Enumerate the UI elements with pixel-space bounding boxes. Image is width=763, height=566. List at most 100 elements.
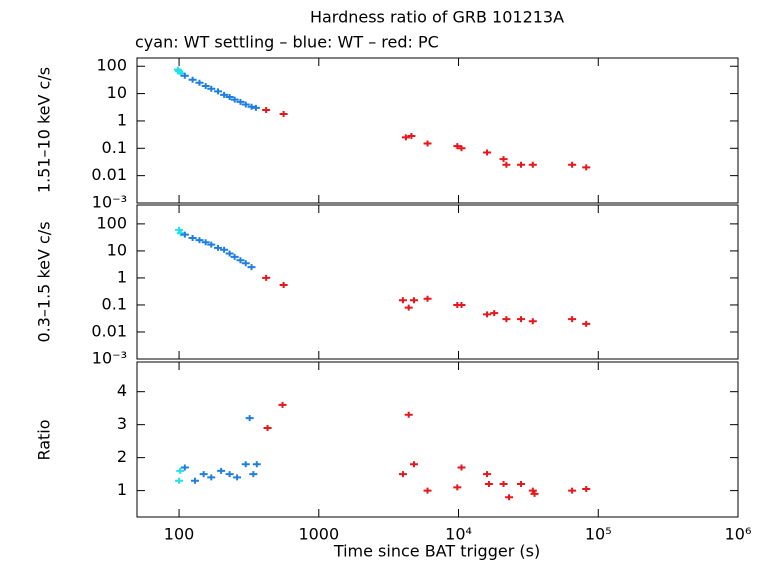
data-point [404,304,413,311]
data-point [404,411,413,418]
data-point [245,415,254,422]
data-point [409,461,418,468]
data-point [423,487,432,494]
data-point [499,481,508,488]
data-point [483,149,492,156]
data-point [225,250,234,257]
data-point [568,316,577,323]
data-point [453,143,462,150]
data-point [568,161,577,168]
data-point [252,461,261,468]
data-point [582,164,591,171]
plot-frame [136,57,739,204]
data-point [230,253,239,260]
data-point [175,226,184,233]
data-point [517,481,526,488]
y-tick-label: 2 [117,447,127,466]
data-point [217,467,226,474]
data-point [528,318,537,325]
data-point [251,104,260,111]
data-point [201,239,210,246]
data-point [247,264,256,271]
data-point [407,133,416,140]
y-tick-label: 0.1 [102,138,127,157]
data-point [483,311,492,318]
y-tick-label: 100 [96,56,127,75]
data-point [502,161,511,168]
data-point [241,461,250,468]
data-point [278,401,287,408]
y-axis-label: 1.51–10 keV c/s [35,67,54,193]
y-tick-label: 3 [117,414,127,433]
data-point [457,301,466,308]
data-point [262,274,271,281]
y-tick-label: 0.01 [91,165,127,184]
data-point [279,281,288,288]
x-tick-label: 1000 [298,525,339,544]
data-point [220,91,229,98]
data-point [423,295,432,302]
y-tick-label: 0.1 [102,294,127,313]
data-point [207,474,216,481]
data-point [263,424,272,431]
data-point [236,257,245,264]
data-point [236,98,245,105]
data-point [517,161,526,168]
data-point [180,464,189,471]
data-point [214,88,223,95]
data-point [483,471,492,478]
data-point [175,477,184,484]
data-point [190,477,199,484]
data-point [502,316,511,323]
data-point [490,310,499,317]
x-tick-label: 10⁵ [585,525,612,544]
y-tick-label: 10⁻³ [92,349,127,368]
data-point [195,79,204,86]
data-point [517,316,526,323]
y-axis-label: Ratio [35,419,54,460]
y-tick-label: 1 [117,480,127,499]
data-point [225,94,234,101]
data-point [220,246,229,253]
x-tick-label: 10⁶ [725,525,752,544]
data-point [530,490,539,497]
data-point [262,107,271,114]
data-point [195,237,204,244]
data-point [180,231,189,238]
chart-subtitle: cyan: WT settling – blue: WT – red: PC [135,33,439,52]
y-axis-label: 0.3–1.5 keV c/s [35,221,54,342]
y-tick-label: 1 [117,110,127,129]
data-point [582,320,591,327]
data-point [409,297,418,304]
data-point [188,235,197,242]
y-tick-label: 10 [107,240,127,259]
data-point [279,110,288,117]
data-point [457,145,466,152]
data-point [505,494,514,501]
data-point [241,101,250,108]
data-point [214,244,223,251]
x-tick-label: 10⁴ [445,525,472,544]
data-point [188,76,197,83]
data-point [176,467,185,474]
data-point [528,487,537,494]
y-tick-label: 10⁻³ [92,193,127,212]
y-tick-label: 100 [96,213,127,232]
data-point [499,156,508,163]
plot-frame [136,361,739,518]
data-point [199,471,208,478]
data-point [225,471,234,478]
y-tick-label: 10 [107,83,127,102]
y-tick-label: 0.01 [91,321,127,340]
data-point [241,260,250,267]
data-point [180,72,189,79]
data-point [582,485,591,492]
data-point [568,487,577,494]
chart-title: Hardness ratio of GRB 101213A [310,8,564,27]
data-point [423,140,432,147]
y-tick-label: 1 [117,267,127,286]
data-point [401,134,410,141]
data-point [230,96,239,103]
data-point [207,241,216,248]
